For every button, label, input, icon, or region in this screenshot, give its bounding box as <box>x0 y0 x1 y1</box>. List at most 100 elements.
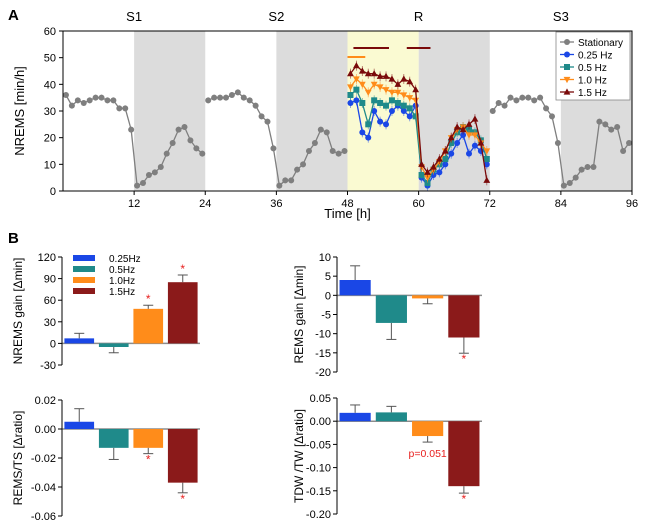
data-point <box>424 180 431 186</box>
data-point <box>347 100 354 106</box>
y-axis-label-rems_gain: REMS gain [Δmin] <box>292 265 306 363</box>
legend-swatch-marker <box>563 76 571 84</box>
data-point <box>377 100 384 106</box>
bar-05hz <box>98 343 129 347</box>
bar-15hz <box>167 282 198 344</box>
y-tick-label: 0.00 <box>35 424 56 436</box>
data-point <box>352 76 360 83</box>
bar-05hz <box>375 295 407 323</box>
data-point <box>294 166 301 173</box>
data-point <box>507 94 514 101</box>
data-point <box>258 113 265 120</box>
y-axis-label-tdw_tw: TDW /TW [Δratio] <box>292 409 306 503</box>
data-point <box>311 140 318 146</box>
data-point <box>394 100 401 106</box>
data-point <box>382 87 390 94</box>
data-point <box>448 150 455 157</box>
data-point <box>412 86 420 93</box>
y-tick-label: 60 <box>44 295 56 307</box>
bar-025hz <box>339 280 371 296</box>
x-tick-label-a: 36 <box>270 198 282 210</box>
data-point <box>98 94 105 101</box>
x-tick-label-a: 60 <box>413 198 425 210</box>
data-point <box>608 126 615 133</box>
data-point <box>489 108 496 114</box>
x-tick-label-a: 48 <box>341 198 353 210</box>
bar-10hz <box>133 429 164 448</box>
bar-15hz <box>167 429 198 483</box>
panel-letter-a: A <box>8 7 19 24</box>
data-point <box>531 97 538 104</box>
dark-period-band <box>134 31 206 191</box>
data-point <box>234 89 241 96</box>
data-point <box>459 126 467 133</box>
data-point <box>323 129 330 136</box>
data-point <box>483 156 490 162</box>
y-tick-label-a: 0 <box>50 186 56 198</box>
data-point <box>466 126 473 133</box>
data-point <box>305 148 312 154</box>
data-point <box>240 94 247 101</box>
x-tick-label-a: 24 <box>199 198 211 210</box>
y-tick-label: -0.05 <box>306 439 331 451</box>
y-axis-label-rems_ts: REMS/TS [Δratio] <box>11 411 25 506</box>
bar-025hz <box>64 421 95 429</box>
data-point <box>365 134 372 141</box>
data-point <box>483 176 491 183</box>
y-tick-label: -0.04 <box>31 482 56 494</box>
data-point <box>358 67 366 74</box>
legend-label: 1.5Hz <box>109 287 135 298</box>
data-point <box>282 177 289 184</box>
data-point <box>353 86 360 93</box>
legend-label: 1.0 Hz <box>578 76 607 87</box>
y-tick-label: 0.02 <box>35 395 56 407</box>
data-point <box>418 172 425 178</box>
dark-period-band <box>418 31 490 191</box>
data-point <box>104 97 111 104</box>
axes-frame-a <box>62 30 633 192</box>
legend-swatch <box>73 255 95 261</box>
significance-star: * <box>146 292 151 306</box>
data-point <box>560 182 567 189</box>
data-point <box>364 89 372 96</box>
x-tick-label-a: 72 <box>484 198 496 210</box>
legend-label: 0.25 Hz <box>578 51 612 62</box>
data-point <box>352 62 360 69</box>
data-point <box>453 123 461 130</box>
legend-label: 0.25Hz <box>109 254 141 265</box>
bar-15hz <box>448 421 480 487</box>
data-point <box>347 70 354 77</box>
phase-label-s1: S1 <box>126 9 142 24</box>
data-point <box>317 126 324 133</box>
data-point <box>442 161 449 168</box>
panel-letter-b: B <box>8 230 19 247</box>
data-point <box>388 108 395 114</box>
y-tick-label-a: 20 <box>44 133 56 145</box>
data-point <box>483 148 491 155</box>
data-point <box>620 148 627 154</box>
data-point <box>430 163 437 170</box>
y-tick-label-a: 40 <box>44 79 56 91</box>
data-point <box>435 155 443 162</box>
data-point <box>329 148 336 154</box>
data-point <box>441 147 449 154</box>
legend-label: Stationary <box>578 38 623 49</box>
data-point <box>371 108 378 114</box>
phase-label-s3: S3 <box>553 9 569 24</box>
y-tick-label: -15 <box>315 348 331 360</box>
y-tick-label: 0.00 <box>310 416 331 428</box>
data-point <box>602 121 609 128</box>
data-point <box>471 115 479 122</box>
data-point <box>199 150 206 157</box>
y-tick-label: 90 <box>44 274 56 286</box>
data-point <box>175 126 182 133</box>
data-point <box>92 94 99 101</box>
data-point <box>382 72 390 79</box>
data-point <box>495 100 502 106</box>
bar-025hz <box>339 412 371 422</box>
data-point <box>347 92 354 98</box>
data-point <box>358 81 366 88</box>
legend-label: 1.0Hz <box>109 276 135 287</box>
data-point <box>370 81 378 88</box>
data-point <box>590 164 597 170</box>
